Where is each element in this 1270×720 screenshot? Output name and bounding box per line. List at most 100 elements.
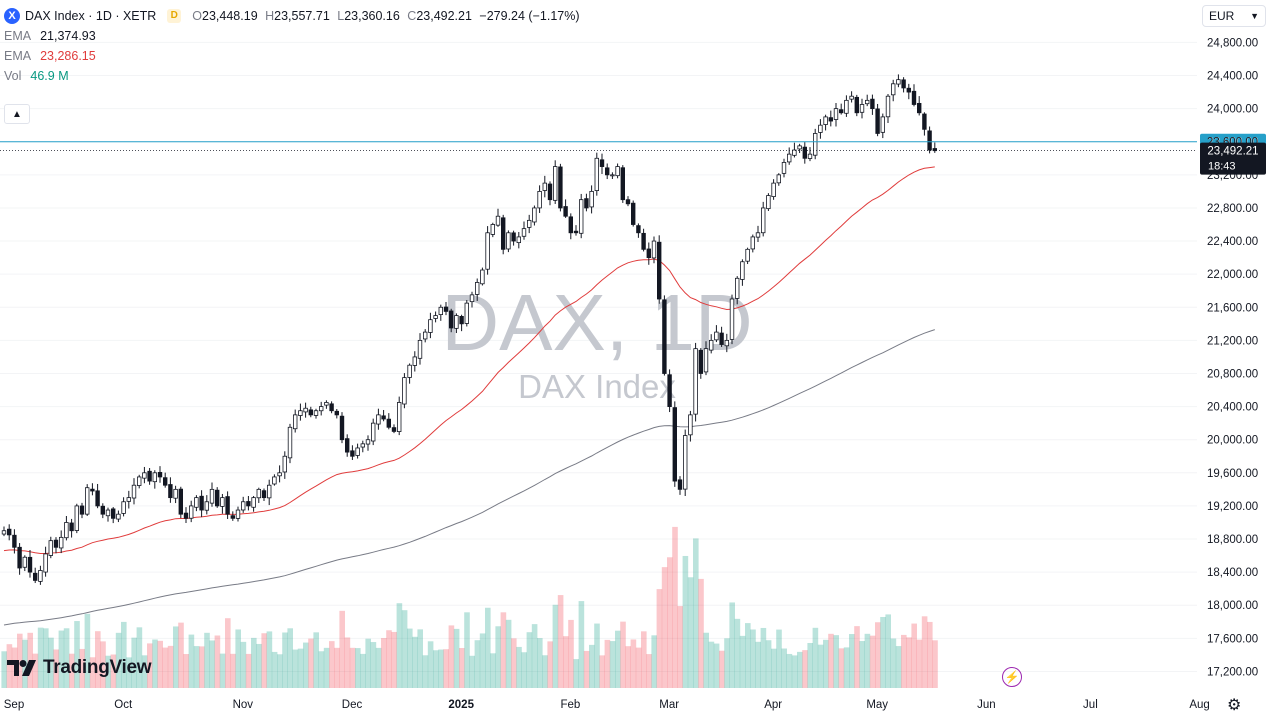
candle-body xyxy=(558,166,563,209)
volume-bar xyxy=(615,630,621,688)
candle-body xyxy=(906,87,911,93)
volume-bar xyxy=(365,638,371,688)
candle-body xyxy=(849,95,854,100)
candle-body xyxy=(761,207,766,234)
watermark-subtitle: DAX Index xyxy=(518,368,676,405)
volume-bar xyxy=(43,628,49,688)
candle-body xyxy=(714,331,719,341)
volume-bar xyxy=(708,641,715,688)
volume-bar xyxy=(162,647,169,688)
indicator-row-volume[interactable]: Vol 46.9 M xyxy=(4,66,580,86)
volume-bar xyxy=(817,644,824,688)
candle-body xyxy=(142,472,147,479)
volume-bar xyxy=(651,635,657,688)
x-tick-label: Mar xyxy=(659,699,679,711)
candle-body xyxy=(7,528,12,536)
volume-bar xyxy=(625,646,631,688)
symbol-title[interactable]: DAX Index · 1D · XETR xyxy=(25,9,157,23)
volume-bar xyxy=(152,639,158,688)
volume-bar xyxy=(386,630,392,688)
currency-select[interactable]: EUR ▼ xyxy=(1202,5,1266,27)
x-tick-label: Jun xyxy=(977,699,996,711)
collapse-legend-button[interactable]: ▲ xyxy=(4,104,30,124)
volume-bar xyxy=(204,632,210,688)
candle-body xyxy=(100,505,105,515)
indicator-value: 23,286.15 xyxy=(40,49,96,63)
indicator-row-ema-short[interactable]: EMA 23,286.15 xyxy=(4,46,580,66)
candle-body xyxy=(703,348,709,373)
candle-body xyxy=(381,415,386,420)
ohlc-values: O23,448.19 H23,557.71 L23,360.16 C23,492… xyxy=(192,6,579,26)
volume-bar xyxy=(448,625,455,688)
volume-bar xyxy=(516,646,522,688)
candle-body xyxy=(745,248,750,262)
candle-body xyxy=(126,497,131,502)
volume-bar xyxy=(105,655,111,688)
volume-bar xyxy=(6,644,13,688)
candle-body xyxy=(750,236,755,250)
data-delay-badge[interactable]: D xyxy=(167,9,182,23)
candle-body xyxy=(178,488,183,515)
candle-body xyxy=(33,572,38,581)
price-axis[interactable]: 17,200.00 17,600.00 18,000.00 18,400.00 18,8… xyxy=(1207,37,1258,678)
candlestick-series xyxy=(1,74,937,585)
candle-body xyxy=(917,102,922,114)
volume-bar xyxy=(282,632,288,688)
volume-bar xyxy=(453,628,460,688)
candle-body xyxy=(719,332,724,345)
volume-bar xyxy=(79,648,85,688)
candle-body xyxy=(563,206,568,217)
time-axis[interactable]: Sep Oct Nov Dec 2025 Feb Mar Apr May Jun Jul Aug xyxy=(4,699,1210,711)
volume-bar xyxy=(713,643,720,688)
candle-body xyxy=(641,232,646,250)
candle-body xyxy=(454,315,459,329)
candle-body xyxy=(162,477,168,486)
volume-bar xyxy=(916,639,923,688)
volume-bar xyxy=(661,567,668,688)
candle-body xyxy=(865,99,870,105)
tradingview-logo[interactable]: TradingView xyxy=(7,657,152,679)
volume-bar xyxy=(110,654,117,688)
volume-bar xyxy=(308,638,314,688)
candle-body xyxy=(396,402,402,432)
candle-body xyxy=(537,190,542,209)
candle-body xyxy=(303,407,308,413)
volume-bar xyxy=(724,638,730,688)
indicator-value: 46.9 M xyxy=(30,69,69,83)
candle-body xyxy=(438,306,443,315)
candle-body xyxy=(859,104,865,113)
candle-body xyxy=(79,505,85,515)
volume-bar xyxy=(188,634,195,688)
symbol-row[interactable]: X DAX Index · 1D · XETR D O23,448.19 H23… xyxy=(4,6,580,26)
candle-body xyxy=(90,488,95,492)
candle-body xyxy=(839,109,844,114)
lightning-icon[interactable]: ⚡ xyxy=(1002,667,1022,687)
last-price-label: 23,492.21 xyxy=(1207,146,1258,158)
volume-bar xyxy=(911,623,917,688)
candle-body xyxy=(823,116,828,125)
candle-body xyxy=(448,310,454,329)
volume-bar xyxy=(219,653,226,688)
candle-body xyxy=(204,501,209,511)
candle-body xyxy=(605,167,610,176)
volume-bar xyxy=(568,619,574,688)
candle-body xyxy=(672,407,677,482)
candle-body xyxy=(620,167,625,201)
candle-body xyxy=(344,438,350,453)
indicator-row-ema-long[interactable]: EMA 21,374.93 xyxy=(4,26,580,46)
volume-bar xyxy=(812,627,819,688)
candle-body xyxy=(48,540,53,556)
volume-bar xyxy=(396,603,403,688)
volume-bar xyxy=(573,659,579,688)
candle-body xyxy=(69,522,74,532)
candle-body xyxy=(818,124,823,133)
volume-bar xyxy=(69,653,75,688)
volume-bar xyxy=(407,628,413,688)
candle-body xyxy=(813,133,818,156)
candle-body xyxy=(313,410,319,416)
volume-bar xyxy=(890,638,897,688)
y-tick-label: 18,800.00 xyxy=(1207,534,1258,546)
settings-gear-icon[interactable]: ⚙ xyxy=(1227,697,1242,714)
volume-bar xyxy=(635,647,642,688)
